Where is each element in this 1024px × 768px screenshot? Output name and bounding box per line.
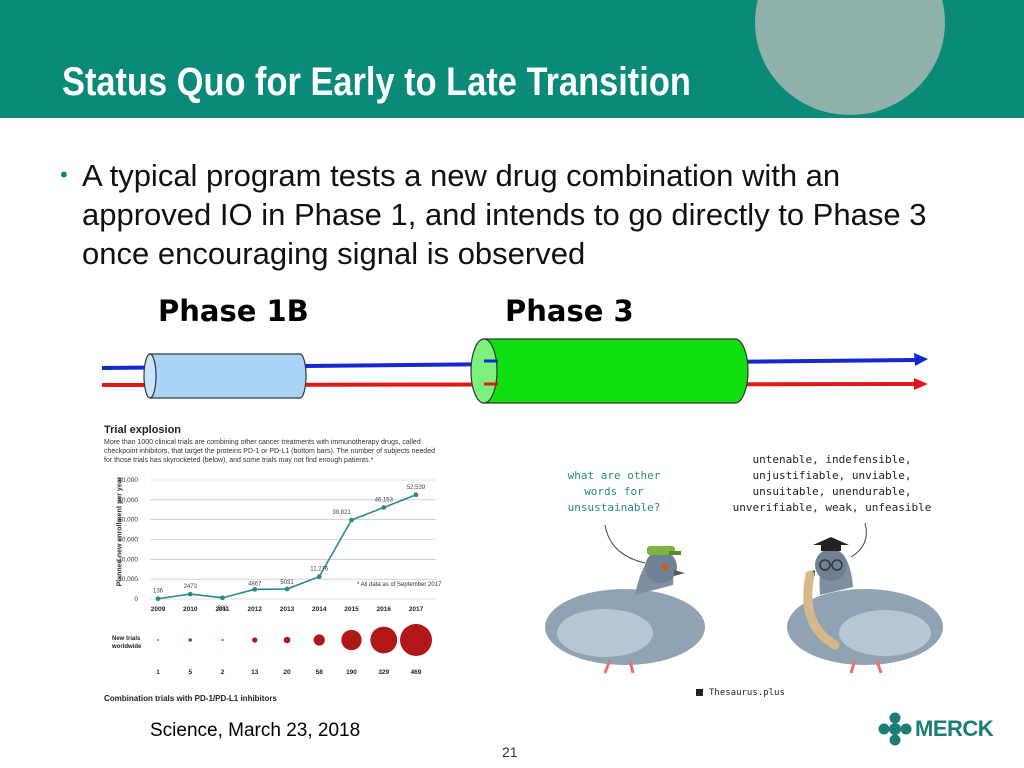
y-tick-label: 10,000 — [118, 576, 138, 583]
bullet-icon: • — [60, 162, 68, 187]
data-label: 4867 — [248, 581, 262, 587]
chart-footnote: * All data as of September 2017 — [357, 582, 442, 588]
x-tick-label: 2012 — [248, 606, 263, 613]
data-label: 46,153 — [375, 497, 394, 503]
new-trials-count: 329 — [378, 669, 389, 676]
y-tick-label: 60,000 — [118, 477, 138, 484]
new-trials-count: 2 — [221, 669, 225, 676]
new-trials-label: New trials worldwide — [111, 636, 142, 650]
x-tick-label: 2014 — [312, 606, 327, 613]
x-tick-label: 2015 — [344, 606, 359, 613]
slide-title: Status Quo for Early to Late Transition — [62, 60, 691, 104]
x-tick-label: 2013 — [280, 606, 295, 613]
data-label: 136 — [153, 589, 164, 595]
chart-title: Trial explosion — [104, 424, 182, 436]
left-speech-text: what are other words for unsustainable? — [567, 469, 661, 514]
data-point — [155, 596, 161, 602]
chart-description: More than 1000 clinical trials are combi… — [104, 439, 435, 464]
data-label: 2473 — [184, 584, 198, 590]
merck-logo-text: MERCK — [915, 716, 994, 741]
data-point — [187, 591, 193, 597]
pigeons-illustration — [545, 522, 943, 674]
data-point — [381, 505, 387, 510]
left-speech-tail — [604, 524, 646, 564]
new-trials-bubble — [188, 638, 192, 642]
y-tick-label: 20,000 — [118, 556, 138, 563]
bullet-text: A typical program tests a new drug combi… — [82, 158, 927, 271]
blue-arrowhead — [914, 353, 928, 366]
new-trials-bubble — [157, 639, 159, 641]
new-trials-count: 1 — [156, 669, 160, 676]
right-pigeon — [787, 537, 943, 674]
new-trials-bubbles: 1 5 2 13 20 58 190 329 469 — [156, 624, 432, 676]
left-pigeon — [545, 546, 705, 674]
chart-grid — [150, 479, 436, 600]
pipeline-diagram — [101, 338, 928, 404]
new-trials-bubble — [283, 636, 291, 644]
merck-logo-icon — [878, 712, 912, 746]
right-speech-tail — [850, 522, 867, 558]
y-tick-label: 50,000 — [118, 497, 138, 504]
data-point — [284, 586, 290, 592]
new-trials-count: 469 — [411, 669, 422, 676]
x-tick-label: 2011 — [215, 606, 229, 613]
y-tick-label: 30,000 — [118, 537, 138, 544]
decorative-circle — [755, 0, 945, 115]
data-label: 52,539 — [407, 485, 426, 491]
page-number: 21 — [502, 744, 518, 760]
phase-3-tube — [470, 338, 749, 404]
x-tick-labels: 2009 2010 2011 2012 2013 2014 2015 2016 2017 — [151, 606, 424, 613]
new-trials-bubble — [400, 624, 432, 656]
title-banner — [0, 0, 1024, 118]
data-point — [220, 595, 225, 601]
new-trials-bubble — [221, 638, 224, 642]
x-tick-label: 2016 — [377, 606, 392, 613]
data-label: 5031 — [280, 580, 294, 586]
data-point — [349, 517, 354, 523]
data-points: 136 2473 582 4867 5031 11,276 39,821 46,153 52,5… — [153, 485, 426, 612]
data-label: 11,276 — [310, 567, 329, 573]
new-trials-bubble — [341, 629, 362, 651]
data-point — [413, 492, 419, 498]
new-trials-count: 58 — [316, 669, 324, 676]
new-trials-bubble — [252, 637, 258, 643]
cartoon-credit: Thesaurus.plus — [709, 688, 785, 698]
new-trials-count: 20 — [283, 669, 291, 676]
new-trials-count: 190 — [346, 669, 357, 676]
new-trials-bubble — [370, 626, 398, 654]
red-arrowhead — [914, 378, 928, 390]
data-label: 39,821 — [332, 510, 351, 516]
data-point — [252, 586, 258, 592]
data-label: 582 — [217, 606, 228, 612]
x-tick-label: 2017 — [409, 606, 424, 613]
new-trials-count: 13 — [251, 669, 259, 676]
phase-1b-tube — [143, 353, 307, 399]
new-trials-bubble — [313, 634, 325, 646]
chart-footer: Combination trials with PD-1/PD-L1 inhib… — [104, 694, 277, 703]
x-tick-label: 2009 — [151, 606, 166, 613]
phase-3-label: Phase 3 — [505, 294, 634, 328]
data-point — [316, 574, 322, 580]
y-tick-label: 0 — [134, 596, 138, 603]
new-trials-count: 5 — [188, 669, 192, 676]
x-tick-label: 2010 — [183, 606, 198, 613]
citation: Science, March 23, 2018 — [150, 720, 361, 741]
book-icon — [696, 689, 703, 696]
phase-1b-label: Phase 1B — [158, 294, 309, 328]
y-tick-labels: 0 10,000 20,000 30,000 40,000 50,000 60,000 — [118, 477, 138, 603]
y-tick-label: 40,000 — [118, 517, 138, 524]
right-speech-text: untenable, indefensible, unjustifiable, … — [732, 453, 932, 514]
